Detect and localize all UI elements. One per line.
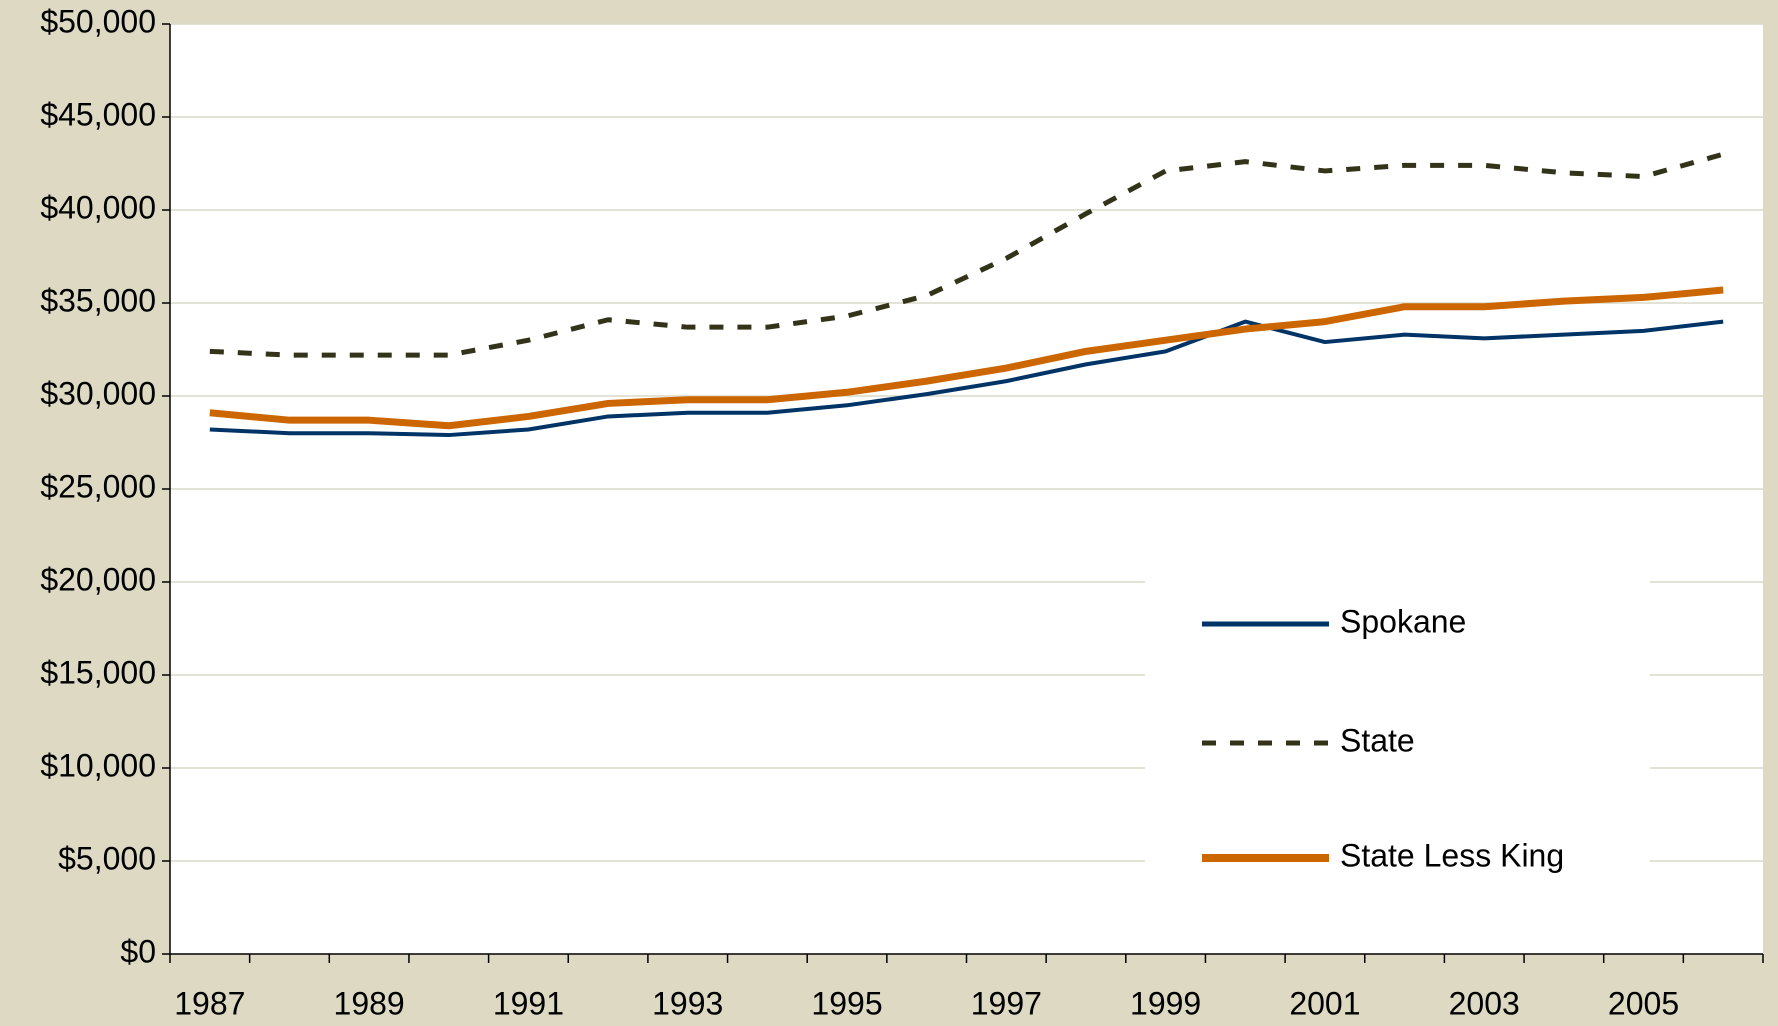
- x-tick-label: 1995: [811, 985, 882, 1021]
- legend-label: Spokane: [1340, 603, 1466, 639]
- legend-box: [1145, 580, 1650, 953]
- x-tick-label: 1997: [971, 985, 1042, 1021]
- y-tick-label: $15,000: [40, 654, 156, 690]
- y-tick-label: $50,000: [40, 3, 156, 39]
- x-tick-label: 2001: [1289, 985, 1360, 1021]
- x-tick-label: 1989: [334, 985, 405, 1021]
- series-line: [209, 286, 1724, 430]
- series-line: [209, 151, 1724, 358]
- y-tick-label: $0: [120, 933, 156, 969]
- x-tick-label: 1993: [652, 985, 723, 1021]
- y-tick-label: $20,000: [40, 561, 156, 597]
- series-line: [209, 319, 1724, 438]
- x-tick-label: 1991: [493, 985, 564, 1021]
- y-tick-label: $40,000: [40, 189, 156, 225]
- y-tick-label: $10,000: [40, 747, 156, 783]
- legend-label: State: [1340, 722, 1415, 758]
- y-tick-label: $5,000: [58, 840, 156, 876]
- y-tick-label: $35,000: [40, 282, 156, 318]
- x-tick-label: 1999: [1130, 985, 1201, 1021]
- x-tick-label: 2005: [1608, 985, 1679, 1021]
- legend-label: State Less King: [1340, 837, 1564, 873]
- x-tick-label: 1987: [174, 985, 245, 1021]
- y-tick-label: $30,000: [40, 375, 156, 411]
- x-tick-label: 2003: [1449, 985, 1520, 1021]
- y-tick-label: $45,000: [40, 96, 156, 132]
- y-tick-label: $25,000: [40, 468, 156, 504]
